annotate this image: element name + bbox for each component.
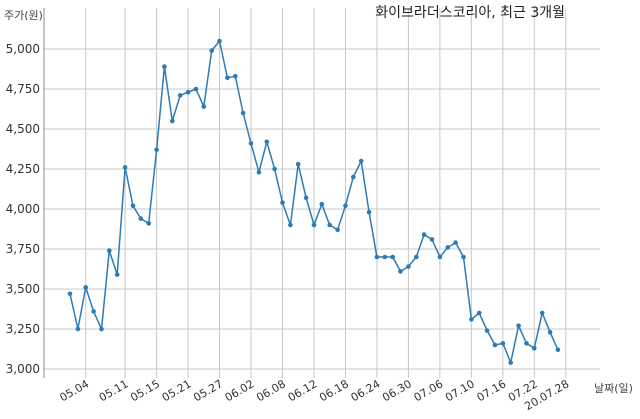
- data-point: [162, 64, 167, 69]
- data-point: [351, 174, 356, 180]
- data-point: [492, 342, 498, 348]
- data-point: [476, 310, 482, 316]
- data-points: [67, 38, 561, 365]
- data-point: [555, 347, 561, 353]
- data-point: [429, 237, 435, 242]
- data-point: [382, 254, 388, 260]
- x-tick-label: 06.30: [380, 377, 414, 404]
- data-point: [138, 216, 144, 221]
- data-point: [532, 345, 537, 351]
- chart-title: 화이브라더스코리아, 최근 3개월: [375, 5, 565, 21]
- data-point: [280, 200, 285, 205]
- x-tick-label: 05.27: [191, 377, 225, 404]
- data-point: [484, 328, 490, 333]
- data-point: [272, 166, 277, 172]
- x-tick-label: 07.16: [475, 377, 509, 404]
- data-point: [327, 222, 333, 228]
- data-point: [469, 317, 474, 322]
- x-tick-label: 06.02: [223, 377, 257, 404]
- x-tick-label: 07.06: [412, 377, 446, 404]
- data-point: [248, 141, 254, 146]
- data-point: [421, 232, 427, 237]
- y-tick-label: 4,750: [6, 82, 40, 96]
- data-point: [170, 118, 175, 124]
- y-tick-label: 4,250: [6, 162, 40, 176]
- data-point: [390, 254, 396, 260]
- data-point: [217, 38, 222, 44]
- data-point: [500, 341, 506, 346]
- x-tick-label: 06.24: [349, 377, 383, 404]
- data-point: [414, 254, 419, 260]
- data-point: [146, 221, 151, 226]
- y-tick-label: 3,750: [6, 242, 40, 256]
- x-axis-label: 날짜(일): [594, 381, 633, 395]
- data-point: [453, 240, 458, 245]
- data-point: [256, 169, 262, 175]
- data-point: [437, 254, 443, 260]
- data-point: [177, 93, 183, 98]
- data-point: [516, 323, 521, 329]
- data-point: [240, 110, 246, 116]
- x-tick-label: 06.08: [254, 377, 288, 404]
- data-point: [524, 341, 529, 346]
- y-tick-label: 3,500: [6, 282, 40, 296]
- data-point: [185, 89, 191, 95]
- data-point: [406, 264, 411, 269]
- data-point: [461, 254, 466, 260]
- data-point: [130, 203, 136, 209]
- y-tick-label: 3,000: [6, 362, 40, 376]
- data-point: [366, 209, 372, 215]
- y-tick-label: 4,500: [6, 122, 40, 136]
- x-tick-labels: 05.04 05.1105.1505.2105.2706.0206.0806.12…: [57, 377, 571, 413]
- data-point: [122, 165, 128, 170]
- data-point: [445, 245, 451, 250]
- data-point: [539, 310, 545, 316]
- data-point: [107, 248, 112, 253]
- data-point: [67, 291, 73, 297]
- data-point: [311, 222, 317, 228]
- data-point: [201, 104, 207, 109]
- data-point: [374, 254, 380, 260]
- data-point: [75, 326, 81, 332]
- data-point: [303, 195, 309, 201]
- x-tick-label: 05.15: [128, 377, 162, 404]
- data-point: [547, 329, 553, 335]
- data-point: [295, 161, 301, 167]
- x-tick-label: 05.04: [57, 377, 91, 404]
- y-tick-label: 4,000: [6, 202, 40, 216]
- data-point: [398, 269, 403, 274]
- x-tick-label: 05.11: [97, 377, 131, 404]
- data-point: [264, 139, 270, 145]
- data-point: [288, 222, 293, 228]
- y-tick-label: 3,250: [6, 322, 40, 336]
- data-point: [209, 48, 214, 53]
- y-tick-label: 5,000: [6, 42, 40, 56]
- data-point: [335, 227, 340, 233]
- y-tick-labels: 3,000 3,250 3,500 3,750 4,000 4,250 4,500 4,750…: [6, 42, 40, 376]
- x-tick-label: 07.10: [443, 377, 477, 404]
- x-tick-label: 06.12: [286, 377, 320, 404]
- data-point: [319, 201, 325, 207]
- data-point: [114, 272, 120, 277]
- data-point: [154, 147, 159, 153]
- y-axis-label: 주가(원): [4, 9, 43, 22]
- data-point: [225, 75, 230, 81]
- x-tick-label: 06.18: [317, 377, 351, 404]
- x-tick-label: 05.21: [160, 377, 194, 404]
- data-point: [99, 326, 104, 332]
- data-point: [508, 360, 513, 365]
- data-point: [343, 203, 348, 209]
- data-point: [91, 309, 96, 314]
- data-point: [83, 285, 88, 290]
- data-point: [193, 86, 199, 92]
- grid: [44, 8, 600, 378]
- data-point: [233, 73, 238, 79]
- data-point: [358, 158, 364, 164]
